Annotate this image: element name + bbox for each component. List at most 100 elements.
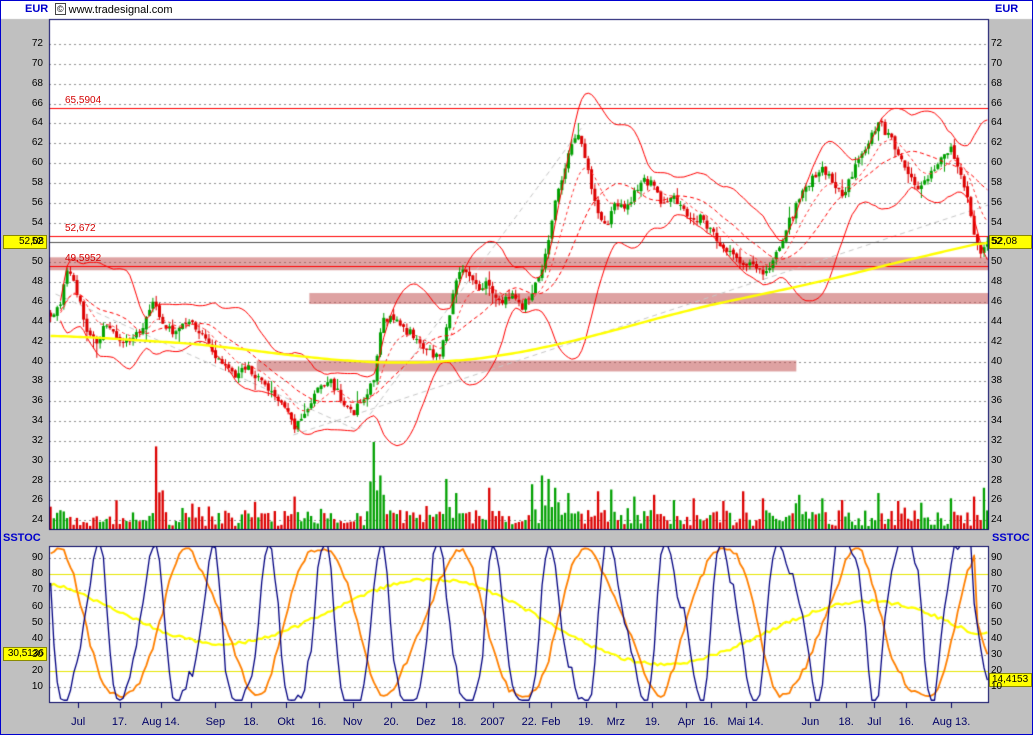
date-label: 18.: [838, 716, 854, 728]
price-tick-label-right: 24: [991, 514, 1003, 526]
date-label: Mrz: [606, 716, 625, 728]
sstoc-tick-label-right: 10: [991, 681, 1003, 693]
sstoc-tick-label-left: 20: [31, 665, 43, 677]
price-tick-label-right: 48: [991, 276, 1003, 288]
price-tick-label-right: 42: [991, 335, 1003, 347]
sstoc-tick-label-right: 50: [991, 616, 1003, 628]
sstoc-label-right: SSTOC: [992, 532, 1030, 544]
copyright-text: www.tradesignal.com: [68, 4, 173, 16]
price-tick-label-left: 46: [31, 295, 43, 307]
price-tick-label-right: 62: [991, 137, 1003, 149]
right-axis-currency-label: EUR: [995, 3, 1019, 15]
date-label: Jun: [801, 716, 820, 728]
date-label: 16.: [703, 716, 719, 728]
date-label: 18.: [243, 716, 259, 728]
price-tick-label-left: 24: [31, 514, 43, 526]
price-tick-label-right: 72: [991, 38, 1003, 49]
date-label: Sep: [205, 716, 226, 728]
date-label: Jul: [867, 716, 882, 728]
sstoc-tick-label-right: 60: [991, 600, 1003, 612]
date-label: Dez: [416, 716, 436, 728]
sstoc-tick-label-left: 80: [31, 568, 43, 580]
price-tick-label-right: 66: [991, 97, 1003, 109]
price-tick-label-left: 28: [31, 474, 43, 486]
price-tick-label-left: 60: [31, 157, 43, 169]
date-label: 16.: [898, 716, 914, 728]
price-tick-label-right: 50: [991, 256, 1003, 268]
sstoc-value-tag-right: 14,4153: [989, 673, 1032, 688]
sstoc-tick-label-left: 90: [31, 552, 43, 564]
date-label: Aug 14.: [141, 716, 180, 728]
price-tick-label-left: 54: [31, 216, 43, 228]
price-tick-label-left: 38: [31, 375, 43, 387]
sstoc-value-tag-left: 30,5136: [3, 647, 47, 662]
price-tick-label-left: 44: [31, 315, 43, 327]
price-tick-label-left: 62: [31, 137, 43, 149]
date-label: 20.: [383, 716, 399, 728]
copyright: © www.tradesignal.com: [55, 3, 173, 16]
price-tick-label-left: 36: [31, 395, 43, 407]
price-tick-label-right: 58: [991, 176, 1003, 188]
price-tick-label-right: 38: [991, 375, 1003, 387]
sstoc-tick-label-left: 70: [31, 584, 43, 596]
price-tick-label-right: 64: [991, 117, 1003, 129]
sstoc-label-left: SSTOC: [3, 532, 41, 544]
sstoc-tick-label-left: 50: [31, 616, 43, 628]
date-label: 18.: [451, 716, 467, 728]
price-tick-label-right: 32: [991, 434, 1003, 446]
date-label: Nov: [342, 716, 363, 728]
price-tick-label-right: 54: [991, 216, 1003, 228]
price-tick-label-left: 56: [31, 196, 43, 208]
resistance-line-label-65: 65,5904: [65, 94, 102, 106]
sstoc-tick-label-right: 70: [991, 584, 1003, 596]
date-label: 22.: [521, 716, 537, 728]
price-tick-label-left: 72: [31, 38, 43, 49]
copyright-icon: ©: [55, 3, 66, 15]
sstoc-tick-label-left: 40: [31, 632, 43, 644]
price-tick-label-left: 30: [31, 454, 43, 466]
price-tick-label-right: 46: [991, 295, 1003, 307]
price-tick-label-left: 66: [31, 97, 43, 109]
date-label: Aug 13.: [932, 716, 971, 728]
sstoc-tick-label-right: 90: [991, 552, 1003, 564]
date-label: 2007: [480, 716, 505, 728]
price-tick-label-right: 40: [991, 355, 1003, 367]
price-tick-label-left: 70: [31, 57, 43, 69]
price-tick-label-right: 28: [991, 474, 1003, 486]
sstoc-tick-label-right: 40: [991, 632, 1003, 644]
date-label: Okt: [277, 716, 295, 728]
price-tick-label-right: 68: [991, 77, 1003, 89]
price-tick-label-right: 26: [991, 494, 1003, 506]
left-axis-currency-label: EUR: [25, 3, 49, 15]
price-tick-label-right: 52: [991, 236, 1003, 248]
support-line-label-49: 49,5952: [65, 253, 102, 265]
price-tick-label-right: 36: [991, 395, 1003, 407]
price-tick-label-left: 64: [31, 117, 43, 129]
price-tick-label-left: 40: [31, 355, 43, 367]
sstoc-tick-label-right: 30: [991, 649, 1003, 661]
sstoc-tick-label-left: 60: [31, 600, 43, 612]
price-tick-label-right: 60: [991, 157, 1003, 169]
date-label: 19.: [644, 716, 661, 728]
price-tick-label-left: 52: [31, 236, 43, 248]
date-label: 16.: [311, 716, 327, 728]
price-tick-label-right: 70: [991, 57, 1003, 69]
sstoc-tick-label-right: 20: [991, 665, 1003, 677]
date-label: Mai 14.: [727, 716, 764, 728]
date-label: 17.: [111, 716, 128, 728]
price-tick-label-left: 26: [31, 494, 43, 506]
date-label: Feb: [541, 716, 561, 728]
price-tick-label-left: 68: [31, 77, 43, 89]
resistance-line-label-52: 52,672: [65, 222, 96, 234]
sstoc-tick-label-right: 80: [991, 568, 1003, 580]
price-tick-label-left: 32: [31, 434, 43, 446]
date-label: Apr: [677, 716, 695, 728]
sstoc-tick-label-left: 30: [31, 649, 43, 661]
last-price-tag-right: 52,08: [989, 234, 1032, 249]
sstoc-tick-label-left: 10: [31, 681, 43, 693]
date-label: 19.: [578, 716, 594, 728]
price-tick-label-right: 44: [991, 315, 1003, 327]
price-tick-label-right: 30: [991, 454, 1003, 466]
